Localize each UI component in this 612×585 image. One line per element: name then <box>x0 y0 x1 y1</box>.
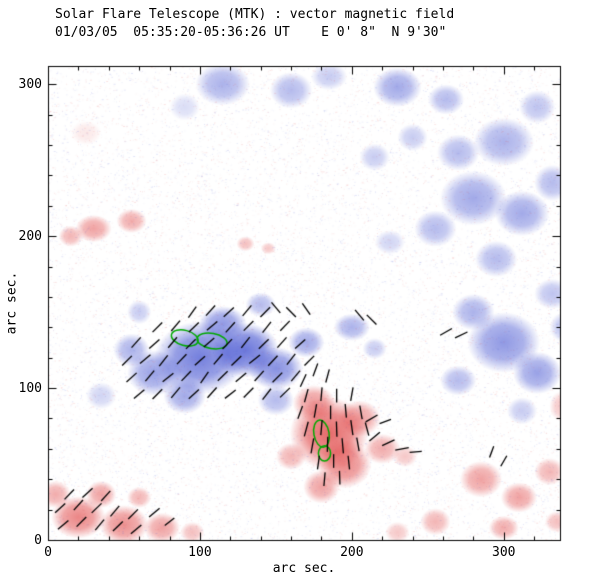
y-tick-label: 0 <box>34 533 42 548</box>
y-tick-label: 300 <box>18 77 42 93</box>
y-tick-label: 100 <box>18 381 42 397</box>
x-tick-label: 300 <box>492 545 516 560</box>
plot-subtitle: 01/03/05 05:35:20-05:36:26 UT E 0' 8" N … <box>55 25 447 40</box>
x-tick-label: 200 <box>340 545 364 560</box>
y-axis-title: arc sec. <box>4 271 20 335</box>
plot-title: Solar Flare Telescope (MTK) : vector mag… <box>55 7 455 22</box>
x-axis-title: arc sec. <box>272 561 336 576</box>
x-tick-label: 0 <box>44 545 52 560</box>
x-tick-label: 100 <box>188 545 212 560</box>
y-tick-label: 200 <box>18 229 42 245</box>
